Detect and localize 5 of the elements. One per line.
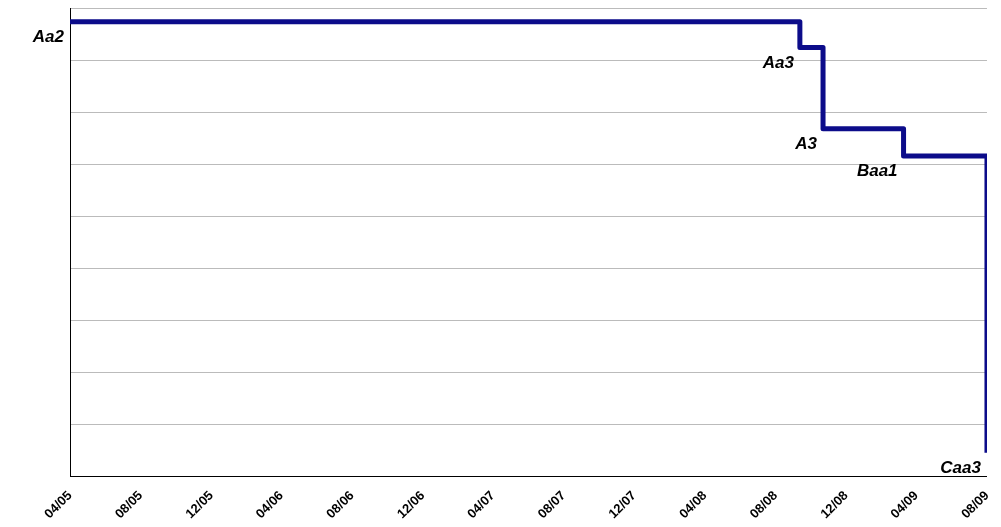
annotation: Aa2 bbox=[31, 26, 65, 46]
annotation: Aa3 bbox=[761, 52, 795, 72]
annotation: Caa3 bbox=[940, 457, 982, 477]
annotation: Baa1 bbox=[856, 160, 898, 180]
annotation: A3 bbox=[794, 133, 818, 153]
